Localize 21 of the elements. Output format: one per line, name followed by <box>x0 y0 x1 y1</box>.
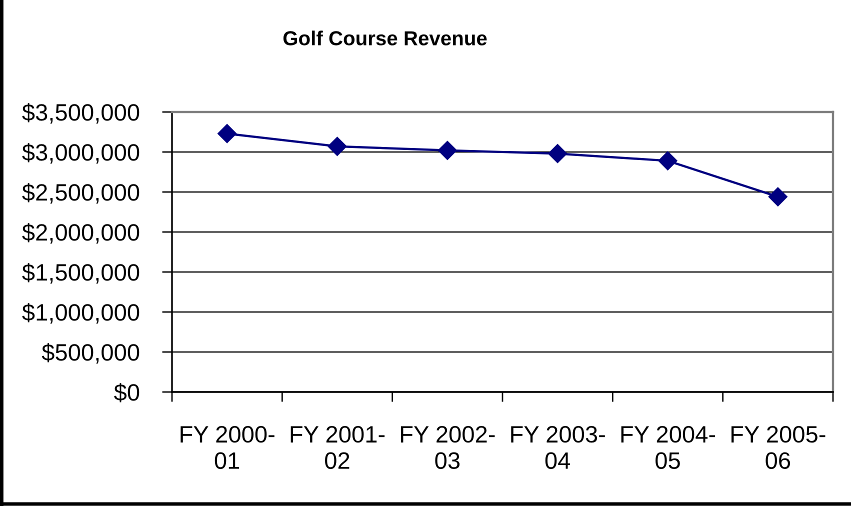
point <box>328 136 347 156</box>
y-tick-label: $500,000 <box>42 343 140 364</box>
x-tick-label: FY 2003-04 <box>511 426 605 469</box>
point <box>218 124 237 144</box>
point <box>438 140 457 160</box>
point <box>658 151 678 170</box>
chart-title: Golf Course Revenue <box>283 30 487 46</box>
x-tick-label: FY 2000-01 <box>180 426 274 469</box>
x-tick-label: FY 2001-02 <box>290 426 385 469</box>
y-tick-label: $2,500,000 <box>22 183 140 204</box>
y-tick-label: $2,000,000 <box>22 223 140 244</box>
point <box>768 187 788 206</box>
point <box>548 144 568 164</box>
x-tick-label: FY 2004-05 <box>621 426 716 469</box>
x-tick-label: FY 2005-06 <box>732 426 826 469</box>
y-tick-label: $3,000,000 <box>22 143 140 164</box>
y-tick-label: $3,500,000 <box>22 103 140 124</box>
y-tick-label: $1,000,000 <box>22 303 140 324</box>
y-tick-label: $1,500,000 <box>22 263 140 284</box>
x-tick-label: FY 2002-03 <box>401 426 495 469</box>
y-tick-label: $0 <box>114 383 140 402</box>
